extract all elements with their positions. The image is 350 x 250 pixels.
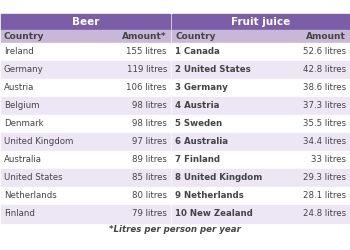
Bar [172, 133, 349, 151]
Text: Amount*: Amount* [122, 32, 167, 41]
Text: 98 litres: 98 litres [132, 102, 167, 110]
Text: Fruit juice: Fruit juice [231, 17, 290, 27]
Bar [1, 205, 170, 223]
Text: 98 litres: 98 litres [132, 120, 167, 128]
Bar [1, 14, 170, 30]
Text: Germany: Germany [4, 66, 44, 74]
Bar [172, 169, 349, 187]
Bar [1, 79, 170, 97]
Text: Amount: Amount [306, 32, 346, 41]
Text: 6 Australia: 6 Australia [175, 138, 228, 146]
Text: Ireland: Ireland [4, 48, 34, 56]
Text: 52.6 litres: 52.6 litres [303, 48, 346, 56]
Text: 155 litres: 155 litres [126, 48, 167, 56]
Text: 97 litres: 97 litres [132, 138, 167, 146]
Text: Belgium: Belgium [4, 102, 40, 110]
Text: Austria: Austria [4, 84, 34, 92]
Text: Country: Country [175, 32, 216, 41]
Text: 8 United Kingdom: 8 United Kingdom [175, 174, 262, 182]
Bar [1, 115, 170, 133]
Bar [1, 151, 170, 169]
Text: 4 Austria: 4 Austria [175, 102, 219, 110]
Text: United Kingdom: United Kingdom [4, 138, 73, 146]
Text: 106 litres: 106 litres [126, 84, 167, 92]
Text: Finland: Finland [4, 210, 35, 218]
Bar [172, 30, 349, 43]
Text: 28.1 litres: 28.1 litres [303, 192, 346, 200]
Text: Denmark: Denmark [4, 120, 44, 128]
Text: *Litres per person per year: *Litres per person per year [109, 225, 241, 234]
Text: 1 Canada: 1 Canada [175, 48, 220, 56]
Text: Netherlands: Netherlands [4, 192, 57, 200]
Text: 119 litres: 119 litres [127, 66, 167, 74]
Text: 79 litres: 79 litres [132, 210, 167, 218]
Text: 42.8 litres: 42.8 litres [303, 66, 346, 74]
Text: 37.3 litres: 37.3 litres [303, 102, 346, 110]
Text: 35.5 litres: 35.5 litres [303, 120, 346, 128]
Text: 5 Sweden: 5 Sweden [175, 120, 222, 128]
Bar [1, 133, 170, 151]
Bar [1, 43, 170, 61]
Text: 2 United States: 2 United States [175, 66, 251, 74]
Text: 7 Finland: 7 Finland [175, 156, 220, 164]
Bar [1, 97, 170, 115]
Text: 34.4 litres: 34.4 litres [303, 138, 346, 146]
Bar [1, 187, 170, 205]
Text: 29.3 litres: 29.3 litres [303, 174, 346, 182]
Text: 10 New Zealand: 10 New Zealand [175, 210, 253, 218]
Text: 85 litres: 85 litres [132, 174, 167, 182]
Bar [172, 115, 349, 133]
Text: 3 Germany: 3 Germany [175, 84, 228, 92]
Text: 38.6 litres: 38.6 litres [303, 84, 346, 92]
Bar [172, 187, 349, 205]
Text: 80 litres: 80 litres [132, 192, 167, 200]
Bar [172, 14, 349, 30]
Text: Country: Country [4, 32, 44, 41]
Bar [1, 169, 170, 187]
Bar [172, 79, 349, 97]
Text: Australia: Australia [4, 156, 42, 164]
Text: 89 litres: 89 litres [132, 156, 167, 164]
Bar [172, 61, 349, 79]
Text: Beer: Beer [72, 17, 99, 27]
Bar [172, 97, 349, 115]
Bar [1, 30, 170, 43]
Bar [1, 61, 170, 79]
Text: 33 litres: 33 litres [311, 156, 346, 164]
Bar [172, 205, 349, 223]
Text: 24.8 litres: 24.8 litres [303, 210, 346, 218]
Text: 9 Netherlands: 9 Netherlands [175, 192, 244, 200]
Text: United States: United States [4, 174, 63, 182]
Bar [172, 43, 349, 61]
Bar [172, 151, 349, 169]
